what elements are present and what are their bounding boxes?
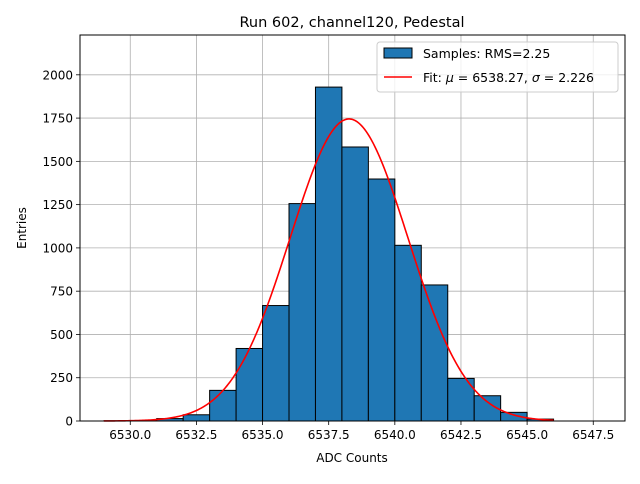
histogram-bar [368,179,394,421]
legend-swatch-samples [384,48,412,58]
histogram-bar [210,390,236,421]
y-tick-label: 1750 [42,112,73,126]
x-tick-label: 6535.0 [242,428,284,442]
x-tick-label: 6530.0 [109,428,151,442]
y-tick-label: 250 [50,371,73,385]
x-tick-label: 6545.0 [506,428,548,442]
x-tick-label: 6540.0 [374,428,416,442]
legend-label-samples: Samples: RMS=2.25 [423,46,550,61]
y-axis: 0 250 500 750 1000 1250 1500 1750 2000 [42,68,80,428]
legend: Samples: RMS=2.25 Fit: μ = 6538.27, σ = … [377,42,618,92]
x-tick-label: 6542.5 [440,428,482,442]
y-tick-label: 750 [50,285,73,299]
y-axis-label: Entries [15,207,29,249]
y-tick-label: 1250 [42,198,73,212]
x-tick-label: 6547.5 [572,428,614,442]
legend-label-fit: Fit: μ = 6538.27, σ = 2.226 [423,70,594,85]
x-tick-label: 6537.5 [308,428,350,442]
y-tick-label: 1000 [42,241,73,255]
histogram-bar [263,306,289,421]
histogram-bar [289,204,315,421]
y-tick-label: 500 [50,328,73,342]
histogram-bar [183,415,209,421]
histogram-bar [236,348,262,421]
y-tick-label: 1500 [42,155,73,169]
x-tick-label: 6532.5 [175,428,217,442]
histogram-bar [421,285,447,421]
chart-title: Run 602, channel120, Pedestal [239,15,464,31]
x-axis-label: ADC Counts [316,451,388,465]
y-tick-label: 0 [65,415,73,429]
y-tick-label: 2000 [42,68,73,82]
x-axis: 6530.0 6532.5 6535.0 6537.5 6540.0 6542.5 6545… [109,421,614,442]
histogram-bar [342,147,368,421]
histogram-bar [395,245,421,421]
